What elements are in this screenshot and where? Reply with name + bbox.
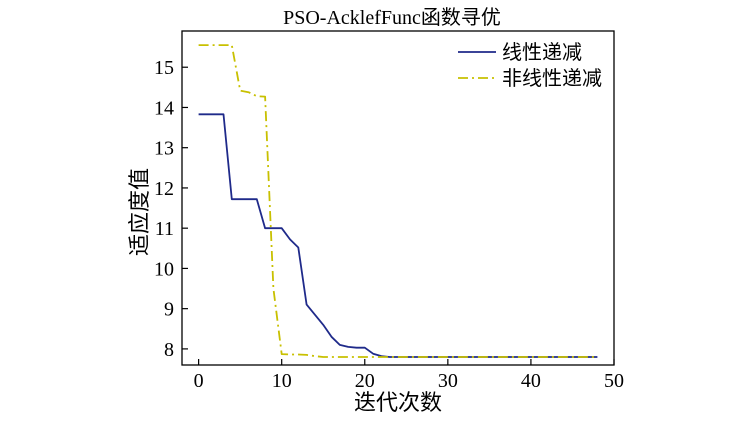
- y-tick-label: 15: [154, 57, 174, 79]
- y-tick-label: 13: [154, 138, 174, 160]
- y-axis-label: 适应度值: [127, 168, 152, 256]
- y-axis: 8 9 10 11 12 13 14 15: [154, 57, 188, 361]
- y-tick-label: 10: [154, 258, 174, 280]
- y-tick-label: 9: [164, 299, 174, 321]
- series-line-2: [198, 44, 598, 358]
- y-tick-label: 12: [154, 178, 174, 200]
- x-tick-label: 0: [194, 370, 204, 392]
- x-axis-label: 迭代次数: [354, 390, 442, 415]
- x-axis: 0 10 20 30 40 50: [194, 359, 624, 392]
- x-tick-label: 20: [355, 370, 375, 392]
- y-tick-label: 8: [164, 339, 174, 361]
- x-tick-label: 10: [272, 370, 292, 392]
- legend-label-2: 非线性递减: [502, 67, 602, 90]
- chart-title: PSO-AcklefFunc函数寻优: [283, 6, 501, 29]
- y-tick-label: 11: [155, 218, 174, 240]
- legend-label-1: 线性递减: [502, 41, 582, 64]
- x-tick-label: 50: [604, 370, 624, 392]
- series-lines: [198, 44, 598, 358]
- y-tick-label: 14: [154, 97, 174, 119]
- series-line-1: [198, 113, 598, 358]
- x-tick-label: 40: [521, 370, 541, 392]
- plot-frame: [181, 30, 615, 366]
- x-tick-label: 30: [438, 370, 458, 392]
